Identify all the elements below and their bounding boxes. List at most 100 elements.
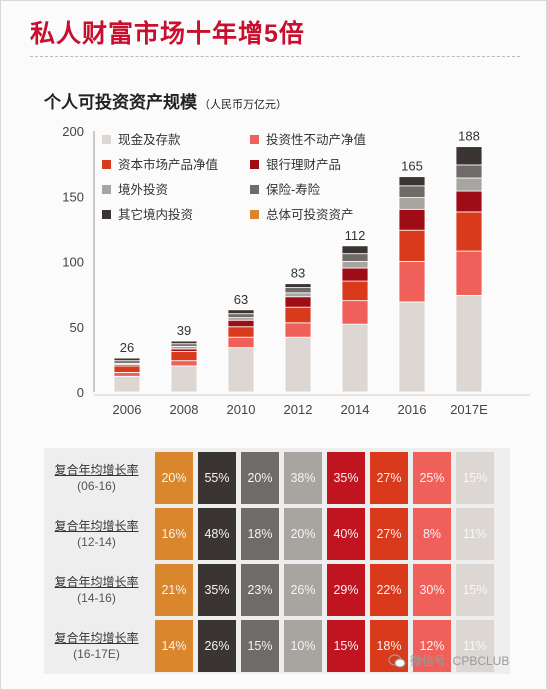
bar-segment	[455, 146, 483, 166]
bar-segment	[341, 323, 369, 393]
x-tick-label: 2016	[398, 402, 427, 417]
legend-swatch	[250, 210, 259, 219]
legend-label: 保险-寿险	[266, 182, 321, 197]
table-cell: 27%	[370, 508, 408, 560]
table-cell: 48%	[198, 508, 236, 560]
chart-unit: （人民币万亿元）	[199, 99, 287, 111]
bar-segment	[398, 197, 426, 210]
bar-total-label: 26	[120, 340, 134, 355]
bar-segment	[455, 190, 483, 213]
bar-segment	[113, 357, 141, 362]
chart-title: 个人可投资资产规模 （人民币万亿元）	[44, 88, 287, 113]
bar-segment	[341, 253, 369, 262]
table-cell: 35%	[198, 564, 236, 616]
table-cell: 26%	[284, 564, 322, 616]
x-tick-label: 2010	[227, 402, 256, 417]
bar-segment	[113, 372, 141, 377]
row-label-text: 复合年均增长率	[54, 631, 139, 645]
watermark: 微信号: CPBCLUB	[388, 652, 509, 669]
table-cell: 23%	[241, 564, 279, 616]
row-period-text: (12-14)	[77, 535, 116, 549]
bar-segment	[398, 176, 426, 187]
bar-total-label: 112	[345, 228, 366, 243]
table-cell: 15%	[241, 620, 279, 672]
bar-segment	[170, 340, 198, 345]
table-cell: 25%	[413, 452, 451, 504]
legend-label: 投资性不动产净值	[266, 132, 366, 147]
bar-segment	[170, 360, 198, 367]
table-cell: 15%	[456, 564, 494, 616]
watermark-text: 微信号: CPBCLUB	[410, 654, 510, 668]
bar-segment	[284, 306, 312, 324]
bar-segment	[341, 267, 369, 282]
bar-segment	[398, 208, 426, 231]
bar-segment	[284, 296, 312, 308]
legend-label: 现金及存款	[118, 132, 181, 147]
x-tick-label: 2008	[170, 402, 199, 417]
y-tick-label: 200	[62, 124, 84, 139]
legend-label: 总体可投资资产	[266, 207, 354, 222]
table-cell: 21%	[155, 564, 193, 616]
y-tick-label: 150	[62, 189, 84, 204]
table-cell: 29%	[327, 564, 365, 616]
bar-segment	[455, 211, 483, 252]
bar-segment	[341, 300, 369, 325]
row-period-text: (06-16)	[77, 479, 116, 493]
legend-swatch	[102, 185, 111, 194]
table-row-label: 复合年均增长率 (14-16)	[44, 574, 149, 606]
table-cell: 16%	[155, 508, 193, 560]
legend-swatch	[102, 135, 111, 144]
table-cell: 11%	[456, 620, 494, 672]
y-tick-label: 0	[77, 385, 84, 400]
row-period-text: (14-16)	[77, 591, 116, 605]
stacked-bar-chart: 0 50 100 150 200 26 2006 39 2008 63 2010 83 2012 112 2…	[62, 124, 530, 417]
bar-segment	[398, 261, 426, 303]
legend-label: 境外投资	[118, 182, 168, 197]
chart-title-text: 个人可投资资产规模	[44, 93, 197, 112]
bar-segment	[227, 336, 255, 349]
bar-segment	[341, 280, 369, 302]
bar-segment	[284, 287, 312, 294]
x-tick-label: 2006	[113, 402, 142, 417]
legend-swatch	[250, 135, 259, 144]
row-label-text: 复合年均增长率	[54, 575, 139, 589]
table-cell: 38%	[284, 452, 322, 504]
table-cell: 20%	[284, 508, 322, 560]
bar-segment	[398, 185, 426, 198]
table-cell: 18%	[241, 508, 279, 560]
table-cell: 30%	[413, 564, 451, 616]
legend-swatch	[102, 160, 111, 169]
bar-segment	[455, 295, 483, 393]
bar-total-label: 188	[458, 129, 480, 144]
table-row-label: 复合年均增长率 (06-16)	[44, 462, 149, 494]
bar-segment	[113, 375, 141, 393]
bar-segment	[170, 351, 198, 362]
table-cell: 26%	[198, 620, 236, 672]
table-cell: 12%	[413, 620, 451, 672]
table-cell: 8%	[413, 508, 451, 560]
y-tick-label: 50	[70, 320, 84, 335]
wechat-icon	[388, 653, 406, 668]
y-tick-label: 100	[62, 255, 84, 270]
table-cell: 20%	[241, 452, 279, 504]
table-cell: 20%	[155, 452, 193, 504]
x-tick-label: 2014	[341, 402, 370, 417]
row-label-text: 复合年均增长率	[54, 519, 139, 533]
legend-label: 其它境内投资	[118, 207, 193, 222]
bar-segment	[341, 245, 369, 255]
table-row-label: 复合年均增长率 (12-14)	[44, 518, 149, 550]
bar-segment	[284, 322, 312, 338]
table-cell: 11%	[456, 508, 494, 560]
bar-total-label: 83	[291, 266, 305, 281]
bar-segment	[227, 319, 255, 328]
legend-swatch	[250, 160, 259, 169]
table-cell: 27%	[370, 452, 408, 504]
table-cell: 35%	[327, 452, 365, 504]
table-cell: 40%	[327, 508, 365, 560]
legend-swatch	[250, 185, 259, 194]
bar-segment	[227, 313, 255, 319]
bar-segment	[227, 309, 255, 315]
bar-segment	[398, 229, 426, 262]
bar-segment	[341, 261, 369, 269]
table-cell: 14%	[155, 620, 193, 672]
